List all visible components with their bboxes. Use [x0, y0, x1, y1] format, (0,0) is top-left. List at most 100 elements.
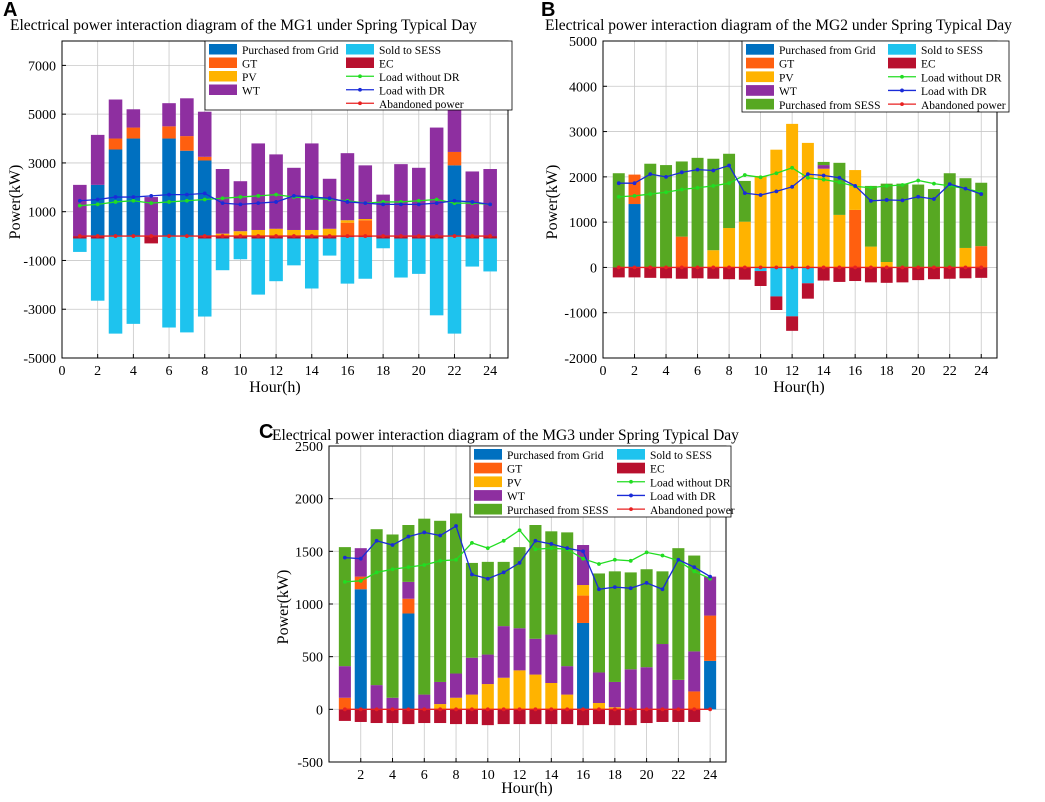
series-point: [327, 234, 332, 238]
series-point: [149, 234, 154, 238]
bar-purchased-from-sess: [672, 548, 685, 680]
series-point: [679, 265, 684, 270]
bar-purchased-from-sess: [688, 555, 701, 652]
y-tick-label: 0: [590, 261, 597, 276]
series-point: [422, 563, 427, 567]
x-tick-label: 6: [421, 768, 428, 783]
series-point: [452, 234, 457, 238]
bar-pv: [269, 228, 283, 237]
bar-wt: [672, 679, 685, 710]
bar-ec: [660, 267, 673, 279]
series-point: [438, 707, 443, 712]
legend-label-purchased-from-sess: Purchased from SESS: [507, 505, 609, 517]
series-point: [565, 707, 570, 712]
y-tick-label: 7000: [28, 59, 56, 74]
bar-sold-to-sess: [358, 237, 373, 279]
series-point: [274, 200, 278, 204]
series-point: [837, 265, 842, 270]
series-point: [916, 265, 921, 270]
series-point: [485, 546, 490, 551]
series-point: [869, 198, 873, 203]
series-point: [932, 197, 936, 201]
bar-purchased-from-grid: [108, 149, 123, 237]
bar-wt: [561, 666, 574, 695]
series-load-with-dr: [77, 191, 493, 207]
bar-wt: [429, 127, 444, 237]
series-point: [363, 201, 368, 206]
bar-gt: [577, 595, 590, 623]
y-tick-label: 4000: [569, 80, 597, 95]
bar-purchased-from-sess: [370, 529, 383, 686]
x-tick-label: 22: [447, 364, 461, 379]
legend-label-wt: WT: [507, 491, 525, 503]
bar-ec: [801, 283, 814, 299]
series-point: [774, 171, 779, 176]
bar-pv: [707, 250, 720, 268]
bar-wt: [577, 545, 590, 586]
series-point: [167, 200, 171, 204]
series-point: [406, 707, 411, 712]
series-point: [434, 201, 439, 206]
bar-ec: [529, 709, 542, 725]
bar-pv: [304, 229, 319, 237]
series-point: [708, 574, 713, 579]
series-point: [884, 265, 889, 270]
legend-label-gt: GT: [779, 59, 794, 71]
x-tick-label: 24: [974, 364, 988, 379]
series-point: [131, 198, 136, 203]
series-point: [853, 265, 858, 270]
series-point: [644, 581, 649, 585]
bar-ec: [880, 267, 893, 283]
x-tick-label: 24: [703, 768, 717, 783]
series-point: [363, 234, 368, 238]
bar-ec: [612, 267, 625, 278]
bar-ec: [624, 709, 637, 726]
bar-wt: [817, 165, 830, 169]
series-point: [660, 553, 665, 558]
legend-label-load-without-dr: Load without DR: [650, 477, 731, 489]
series-point: [167, 192, 171, 197]
series-point: [113, 200, 118, 204]
bar-gt: [162, 126, 176, 139]
series-point: [628, 558, 633, 563]
legend-label-purchased-from-grid: Purchased from Grid: [507, 450, 604, 462]
y-tick-label: 2000: [295, 493, 323, 508]
legend-marker: [358, 74, 362, 79]
series-point: [758, 265, 763, 270]
bar-purchased-from-sess: [418, 518, 431, 695]
legend-swatch-pv: [474, 476, 502, 488]
legend-label-sold-to-sess: Sold to SESS: [921, 45, 983, 57]
legend-label-load-with-dr: Load with DR: [921, 86, 987, 98]
chart-mg3: Electrical power interaction diagram of …: [272, 427, 739, 797]
bar-purchased-from-sess: [513, 547, 526, 629]
bar-ec: [513, 709, 526, 725]
panel-letter-b: B: [541, 0, 555, 21]
series-point: [113, 195, 118, 199]
bar-wt: [529, 638, 542, 675]
bar-wt: [73, 184, 87, 237]
series-point: [549, 707, 554, 712]
y-tick-label: -5000: [23, 352, 56, 367]
series-point: [399, 202, 403, 207]
bar-purchased-from-sess: [975, 182, 988, 247]
series-point: [416, 202, 421, 207]
legend-swatch-sold-to-sess: [346, 44, 374, 55]
series-point: [932, 265, 936, 270]
series-point: [406, 534, 411, 539]
bar-pv: [358, 219, 373, 221]
series-point: [517, 707, 522, 712]
bar-sold-to-sess: [322, 238, 337, 256]
legend-label-wt: WT: [242, 86, 260, 98]
bar-pv: [251, 229, 266, 237]
series-point: [256, 201, 261, 206]
bar-sold-to-sess: [180, 236, 194, 333]
bar-pv: [817, 168, 830, 268]
bar-ec: [481, 709, 494, 726]
bar-ec: [943, 267, 956, 279]
bar-sold-to-sess: [786, 267, 799, 317]
bar-gt: [358, 220, 373, 237]
y-tick-label: 2000: [569, 171, 597, 186]
